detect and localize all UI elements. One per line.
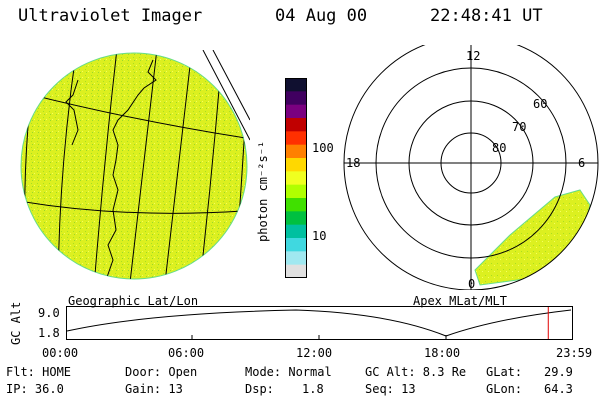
globe-disk: [20, 52, 248, 280]
geographic-globe-image: [20, 50, 250, 280]
time-label: 22:48:41 UT: [430, 6, 543, 26]
globe-label: Geographic Lat/Lon: [68, 294, 199, 308]
timeline-xtick-2: 12:00: [296, 346, 333, 360]
colorbar-segment: [285, 104, 307, 119]
status-glon-label: GLon:: [486, 382, 523, 396]
colorbar: [285, 78, 307, 279]
colorbar-segment: [285, 78, 307, 92]
colorbar-segment: [285, 131, 307, 146]
timeline-ytick-high: 9.0: [38, 306, 60, 320]
colorbar-segment: [285, 91, 307, 106]
timeline-xtick-0: 00:00: [42, 346, 79, 360]
lat-label-80: 80: [492, 141, 506, 155]
colorbar-segment: [285, 198, 307, 212]
colorbar-segment: [285, 264, 307, 279]
mlt-label-6: 6: [578, 156, 585, 170]
status-glat-label: GLat:: [486, 365, 523, 379]
polar-plot: 12 18 6 0 60 70 80: [343, 45, 599, 290]
status-glat-value: 29.9: [544, 365, 573, 379]
colorbar-segment: [285, 184, 307, 199]
status-glon-value: 64.3: [544, 382, 573, 396]
status-dsp-value: 1.8: [302, 382, 324, 396]
timeline-xtick-4: 23:59: [556, 346, 593, 360]
colorbar-segment: [285, 144, 307, 159]
colorbar-segment: [285, 171, 307, 186]
colorbar-tick-100: 100: [312, 141, 334, 155]
timeline-ytick-low: 1.8: [38, 326, 60, 340]
colorbar-segment: [285, 224, 307, 239]
lat-label-60: 60: [533, 97, 547, 111]
colorbar-segment: [285, 211, 307, 226]
colorbar-unit-label: photon cm⁻²s⁻¹: [256, 140, 270, 242]
colorbar-segment: [285, 118, 307, 132]
status-gain: Gain: 13: [125, 382, 183, 396]
status-seq: Seq: 13: [365, 382, 416, 396]
colorbar-tick-10: 10: [312, 229, 327, 243]
mlt-label-18: 18: [346, 156, 360, 170]
lat-label-70: 70: [512, 120, 526, 134]
mlt-label-12: 12: [466, 49, 480, 63]
colorbar-segment: [285, 158, 307, 172]
polar-data-region: [474, 189, 591, 286]
status-flt: Flt: HOME: [6, 365, 72, 379]
colorbar-segment: [285, 251, 307, 266]
timeline-xtick-1: 06:00: [168, 346, 205, 360]
status-door: Door: Open: [125, 365, 198, 379]
status-dsp-label: Dsp:: [245, 382, 274, 396]
date-label: 04 Aug 00: [275, 6, 368, 26]
colorbar-segment: [285, 238, 307, 252]
app-title: Ultraviolet Imager: [18, 6, 203, 26]
status-mode: Mode: Normal: [245, 365, 332, 379]
timeline-y-label: GC Alt: [9, 301, 23, 345]
mlt-label-0: 0: [468, 277, 475, 290]
timeline-xtick-3: 18:00: [424, 346, 461, 360]
altitude-timeline: [66, 306, 573, 340]
status-gc-alt: GC Alt: 8.3 Re: [365, 365, 467, 379]
polar-label: Apex MLat/MLT: [413, 294, 507, 308]
status-ip: IP: 36.0: [6, 382, 64, 396]
